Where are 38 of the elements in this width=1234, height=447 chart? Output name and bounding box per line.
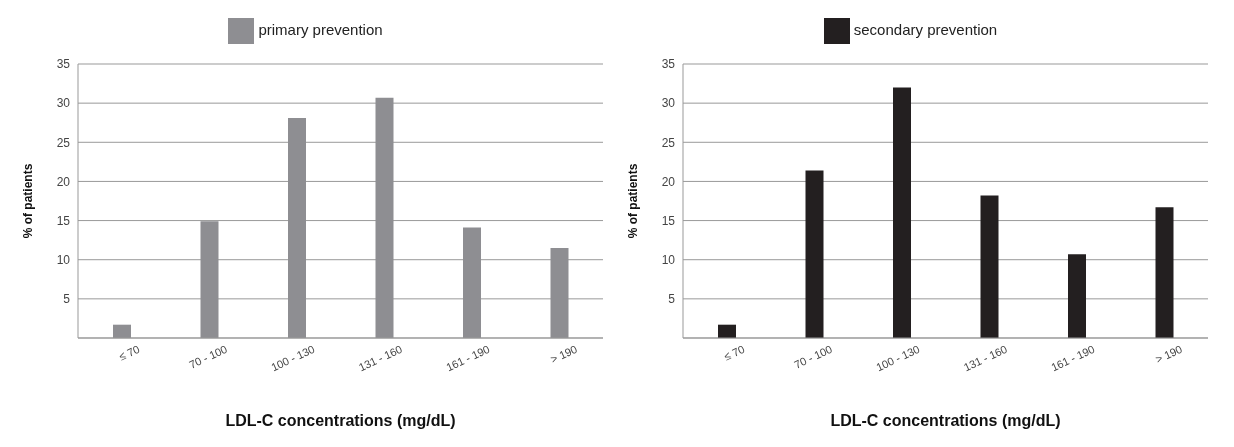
x-tick-label: 161 - 190: [1049, 342, 1097, 374]
y-tick-label: 5: [668, 292, 676, 307]
bar: [1068, 254, 1086, 338]
x-tick-label: > 190: [548, 342, 579, 366]
y-axis-title: % of patients: [626, 163, 641, 239]
x-tick-label: 161 - 190: [444, 342, 492, 374]
bar: [980, 195, 999, 338]
x-axis-title: LDL-C concentrations (mg/dL): [225, 412, 456, 429]
x-tick-label: ≤ 70: [722, 342, 747, 363]
bar: [1155, 207, 1174, 338]
y-tick-label: 10: [661, 252, 676, 267]
y-tick-label: 25: [661, 135, 676, 150]
y-tick-label: 5: [63, 292, 71, 307]
y-tick-label: 20: [56, 174, 71, 189]
y-tick-label: 30: [661, 96, 676, 111]
x-axis-title: LDL-C concentrations (mg/dL): [830, 412, 1061, 429]
y-tick-label: 35: [661, 57, 676, 72]
bar: [805, 170, 824, 338]
y-axis-title: % of patients: [21, 163, 36, 239]
x-tick-label: > 190: [1153, 342, 1184, 366]
bar: [718, 324, 736, 338]
y-tick-label: 35: [56, 57, 71, 72]
x-tick-label: ≤ 70: [117, 342, 142, 363]
y-tick-label: 25: [56, 135, 71, 150]
x-tick-label: 100 - 130: [874, 342, 922, 374]
x-tick-label: 70 - 100: [792, 342, 834, 371]
y-tick-label: 10: [56, 252, 71, 267]
y-tick-label: 15: [661, 213, 676, 228]
legend-label: secondary prevention: [853, 20, 998, 38]
y-tick-label: 20: [661, 174, 676, 189]
bar: [893, 87, 911, 338]
y-tick-label: 30: [56, 96, 71, 111]
x-tick-label: 70 - 100: [187, 342, 229, 371]
x-tick-label: 131 - 160: [961, 342, 1009, 374]
y-tick-label: 15: [56, 213, 71, 228]
x-tick-label: 100 - 130: [269, 342, 317, 374]
legend-label: primary prevention: [258, 20, 383, 38]
x-tick-label: 131 - 160: [356, 342, 404, 374]
